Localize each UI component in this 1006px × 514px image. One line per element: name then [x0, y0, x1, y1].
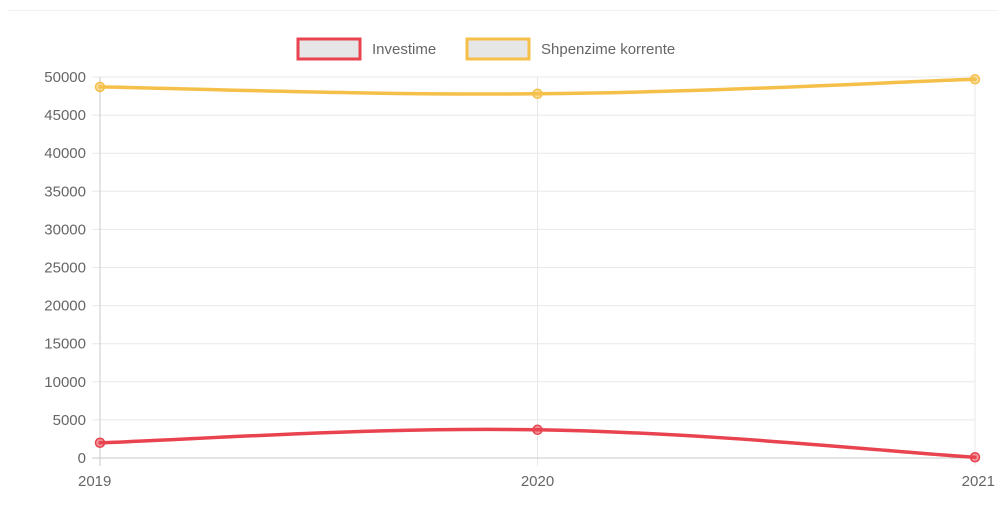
y-tick-label: 10000: [44, 374, 86, 391]
legend-label-shpenzime-korrente: Shpenzime korrente: [541, 41, 675, 58]
legend-swatch-investime: [296, 37, 362, 61]
legend: Investime Shpenzime korrente: [296, 37, 675, 61]
y-tick-label: 20000: [44, 298, 86, 315]
legend-label-investime: Investime: [372, 41, 436, 58]
y-tick-label: 5000: [53, 412, 86, 429]
legend-swatch-shpenzime-korrente: [465, 37, 531, 61]
x-axis-ticks: 2019 2020 2021: [78, 473, 995, 490]
data-point-investime: [969, 451, 981, 463]
data-point-investime: [532, 424, 543, 436]
top-divider: [8, 10, 998, 11]
data-point-shpenzime-korrente: [969, 74, 981, 85]
y-tick-label: 15000: [44, 336, 86, 353]
y-tick-label: 25000: [44, 260, 86, 277]
x-tick-label: 2019: [78, 473, 111, 490]
x-tick-label: 2020: [521, 473, 554, 490]
y-tick-label: 35000: [44, 183, 86, 200]
data-points: [94, 74, 981, 463]
y-tick-label: 40000: [44, 145, 86, 162]
y-tick-label: 30000: [44, 221, 86, 238]
y-tick-label: 50000: [44, 69, 86, 86]
y-axis-ticks: 0 5000 10000 15000 20000 25000 30000 35000 40000…: [44, 69, 86, 467]
data-point-shpenzime-korrente: [94, 81, 106, 93]
y-tick-label: 45000: [44, 107, 86, 124]
data-point-investime: [94, 437, 106, 449]
x-tick-label: 2021: [962, 473, 995, 490]
data-point-shpenzime-korrente: [532, 88, 543, 100]
grid-lines: [92, 76, 976, 466]
axes: [99, 77, 975, 459]
y-tick-label: 0: [78, 450, 86, 467]
